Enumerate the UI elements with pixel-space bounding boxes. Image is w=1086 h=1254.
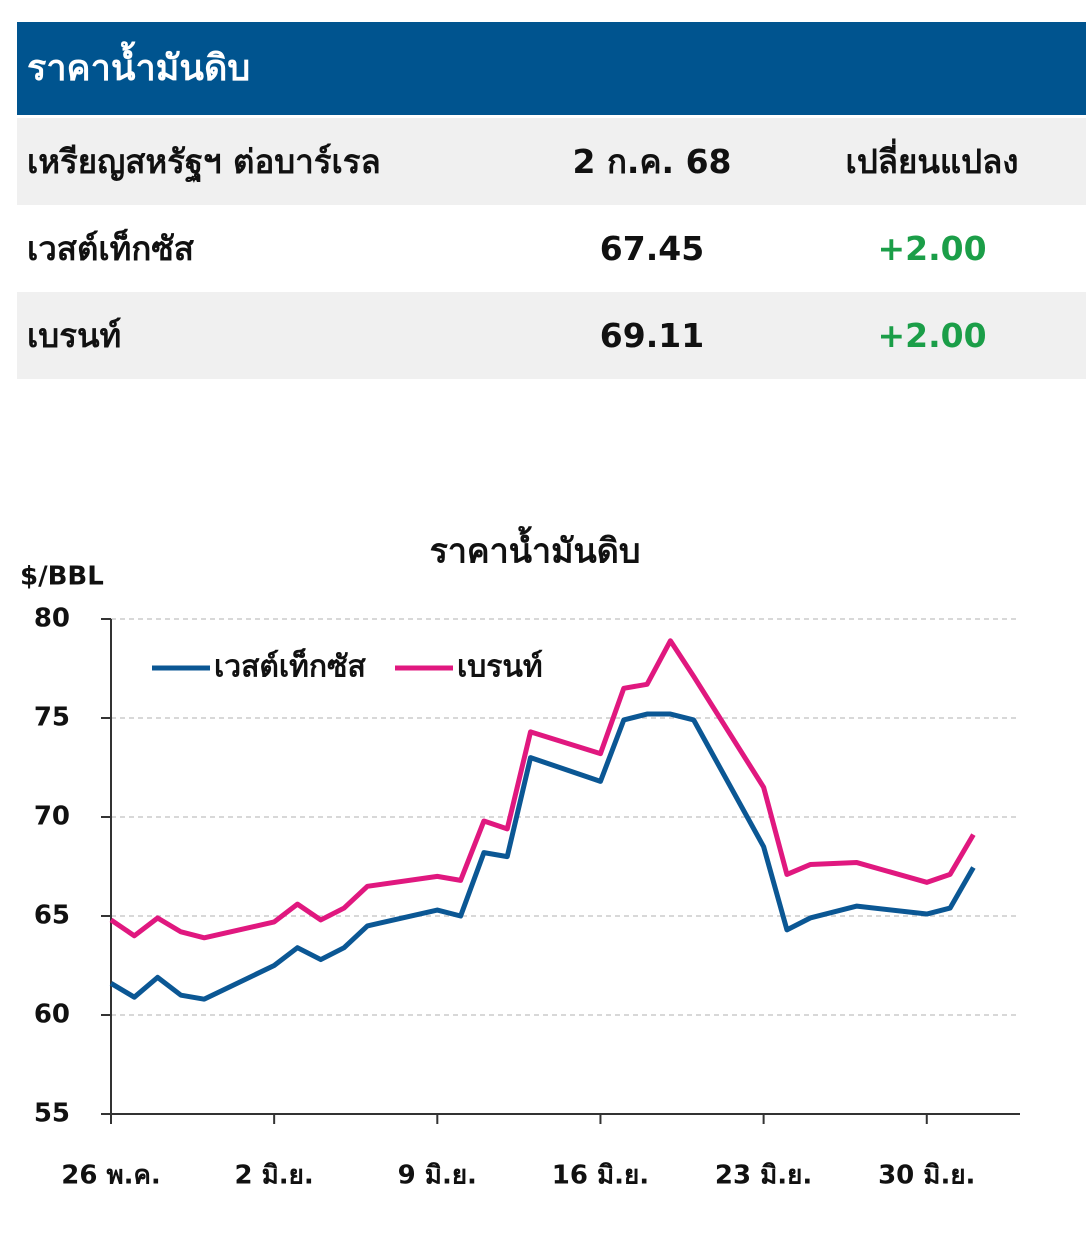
cell: 67.45	[599, 229, 705, 268]
header-cell: 2 ก.ค. 68	[572, 142, 732, 181]
cell: เบรนท์	[27, 316, 122, 355]
table-header: เหรียญสหรัฐฯ ต่อบาร์เรล 2 ก.ค. 68 เปลี่ย…	[17, 118, 1086, 205]
x-tick-label: 2 มิ.ย.	[235, 1161, 314, 1191]
series-line	[109, 638, 976, 941]
x-tick-label: 9 มิ.ย.	[398, 1161, 477, 1191]
legend-label: เวสต์เท็กซัส	[214, 648, 366, 685]
y-tick-label: 65	[34, 901, 70, 931]
header-cell: เหรียญสหรัฐฯ ต่อบาร์เรล	[27, 142, 381, 181]
y-tick-label: 75	[34, 703, 70, 733]
y-tick-label: 55	[34, 1099, 70, 1129]
series-line	[109, 711, 976, 1002]
y-tick-label: 80	[34, 604, 70, 634]
x-tick-label: 16 มิ.ย.	[552, 1161, 649, 1191]
cell: +2.00	[877, 316, 987, 355]
chart: ราคาน้ำมันดิบ $/BBL 55 60 65 70 75 80 26 พ.ค. 2…	[20, 526, 1020, 1191]
cell: +2.00	[877, 229, 987, 268]
cell: เวสต์เท็กซัส	[27, 229, 194, 268]
y-tick-label: 60	[34, 1000, 70, 1030]
x-tick-label: 23 มิ.ย.	[715, 1161, 812, 1191]
table-row: เบรนท์ 69.11 +2.00	[17, 292, 1086, 379]
y-axis-label: $/BBL	[20, 562, 104, 592]
legend-label: เบรนท์	[457, 650, 543, 685]
chart-title: ราคาน้ำมันดิบ	[430, 526, 641, 572]
table-title: ราคาน้ำมันดิบ	[17, 22, 1086, 115]
cell: 69.11	[599, 316, 705, 355]
x-tick-label: 30 มิ.ย.	[878, 1161, 975, 1191]
x-tick-label: 26 พ.ค.	[61, 1161, 161, 1191]
table-row: เวสต์เท็กซัส 67.45 +2.00	[17, 205, 1086, 292]
y-tick-label: 70	[34, 802, 70, 832]
header-cell: เปลี่ยนแปลง	[845, 142, 1019, 181]
